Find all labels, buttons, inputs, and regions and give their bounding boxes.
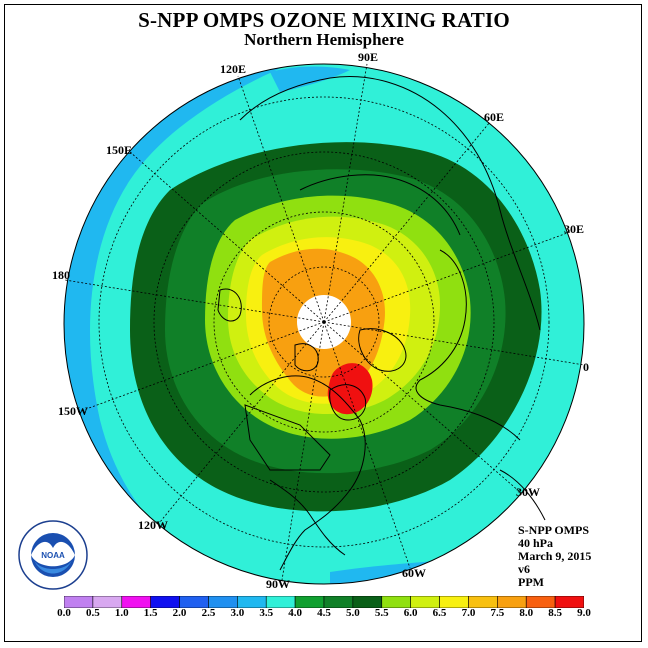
colorbar-tick-label: 8.5	[548, 607, 562, 619]
coast-central-america	[269, 479, 346, 556]
info-line: v6	[518, 562, 530, 576]
field-blue-band-top	[270, 66, 350, 92]
meridian-90e	[323, 63, 368, 323]
colorbar-tick-label: 0.5	[86, 607, 100, 619]
info-line: S-NPP OMPS	[518, 523, 589, 537]
latitude-circle	[153, 151, 495, 493]
colorbar-tick-label: 2.0	[172, 607, 187, 619]
coast-usa	[244, 404, 331, 471]
colorbar-tick-label: 9.0	[577, 607, 591, 619]
coastlines	[217, 76, 546, 571]
ozone-field	[64, 64, 584, 584]
latitude-circle	[98, 96, 550, 548]
info-line: March 9, 2015	[518, 549, 592, 563]
lon-label-90w: 90W	[266, 577, 290, 591]
page-subtitle: Northern Hemisphere	[244, 30, 404, 49]
coast-europe	[415, 249, 521, 441]
colorbar-tick-label: 3.0	[230, 607, 245, 619]
colorbar-tick-label: 6.0	[403, 607, 418, 619]
meridian-60e	[323, 121, 491, 323]
lon-label-30e: 30E	[564, 222, 585, 236]
map-boundary	[63, 63, 585, 585]
coast-africa	[499, 469, 546, 521]
colorbar-tick-label: 1.0	[114, 607, 129, 619]
lon-label-0: 0	[583, 360, 589, 374]
page-title: S-NPP OMPS OZONE MIXING RATIO	[138, 8, 510, 32]
info-line: PPM	[518, 575, 544, 589]
meridian-90w	[281, 321, 325, 581]
info-block: S-NPP OMPS 40 hPa March 9, 2015 v6 PPM	[518, 524, 591, 589]
meridian-120w	[159, 321, 325, 523]
colorbar-tick-label: 0.0	[57, 607, 71, 619]
colorbar-tick-label: 6.5	[432, 607, 447, 619]
latitude-circle	[268, 266, 380, 378]
colorbar	[64, 596, 584, 608]
coast-alaska	[217, 288, 242, 322]
lon-label-30w: 30W	[516, 485, 540, 499]
colorbar-tick-label: 8.0	[519, 607, 534, 619]
coast-hudson-bay	[329, 384, 367, 421]
lon-label-120e: 120E	[220, 62, 247, 76]
colorbar-tick-label: 4.5	[317, 607, 331, 619]
colorbar-tick-label: 7.5	[490, 607, 505, 619]
coast-asia-north	[299, 174, 461, 236]
lon-label-180: 180	[52, 268, 70, 282]
graticule	[64, 63, 585, 581]
colorbar-tick-label: 3.5	[259, 607, 274, 619]
figure-frame	[4, 4, 642, 642]
logo-text: NOAA	[41, 551, 65, 560]
coast-north-america	[249, 375, 366, 571]
colorbar-tick-label: 5.5	[374, 607, 389, 619]
lon-label-90e: 90E	[358, 50, 379, 64]
coast-asia	[239, 76, 541, 331]
lon-label-150w: 150W	[58, 404, 88, 418]
lon-label-150e: 150E	[106, 143, 133, 157]
lon-label-60w: 60W	[402, 566, 426, 580]
field-red	[327, 363, 373, 415]
noaa-logo: NOAA	[18, 520, 88, 590]
colorbar-tick-label: 2.5	[201, 607, 216, 619]
colorbar-tick-label: 4.0	[288, 607, 302, 619]
info-line: 40 hPa	[518, 536, 554, 550]
coast-greenland-island	[294, 343, 319, 372]
colorbar-tick-label: 5.0	[346, 607, 360, 619]
colorbar-tick-label: 1.5	[143, 607, 158, 619]
lon-label-60e: 60E	[484, 110, 505, 124]
meridian-30w	[323, 321, 521, 493]
colorbar-tick-label: 7.0	[461, 607, 476, 619]
field-blue-band-left	[64, 64, 300, 584]
meridian-60w	[323, 321, 411, 569]
meridian-150e	[129, 151, 325, 323]
lon-label-120w: 120W	[138, 518, 168, 532]
colorbar-segment	[554, 596, 584, 608]
meridian-120e	[237, 75, 325, 323]
latitude-circle	[213, 211, 435, 433]
